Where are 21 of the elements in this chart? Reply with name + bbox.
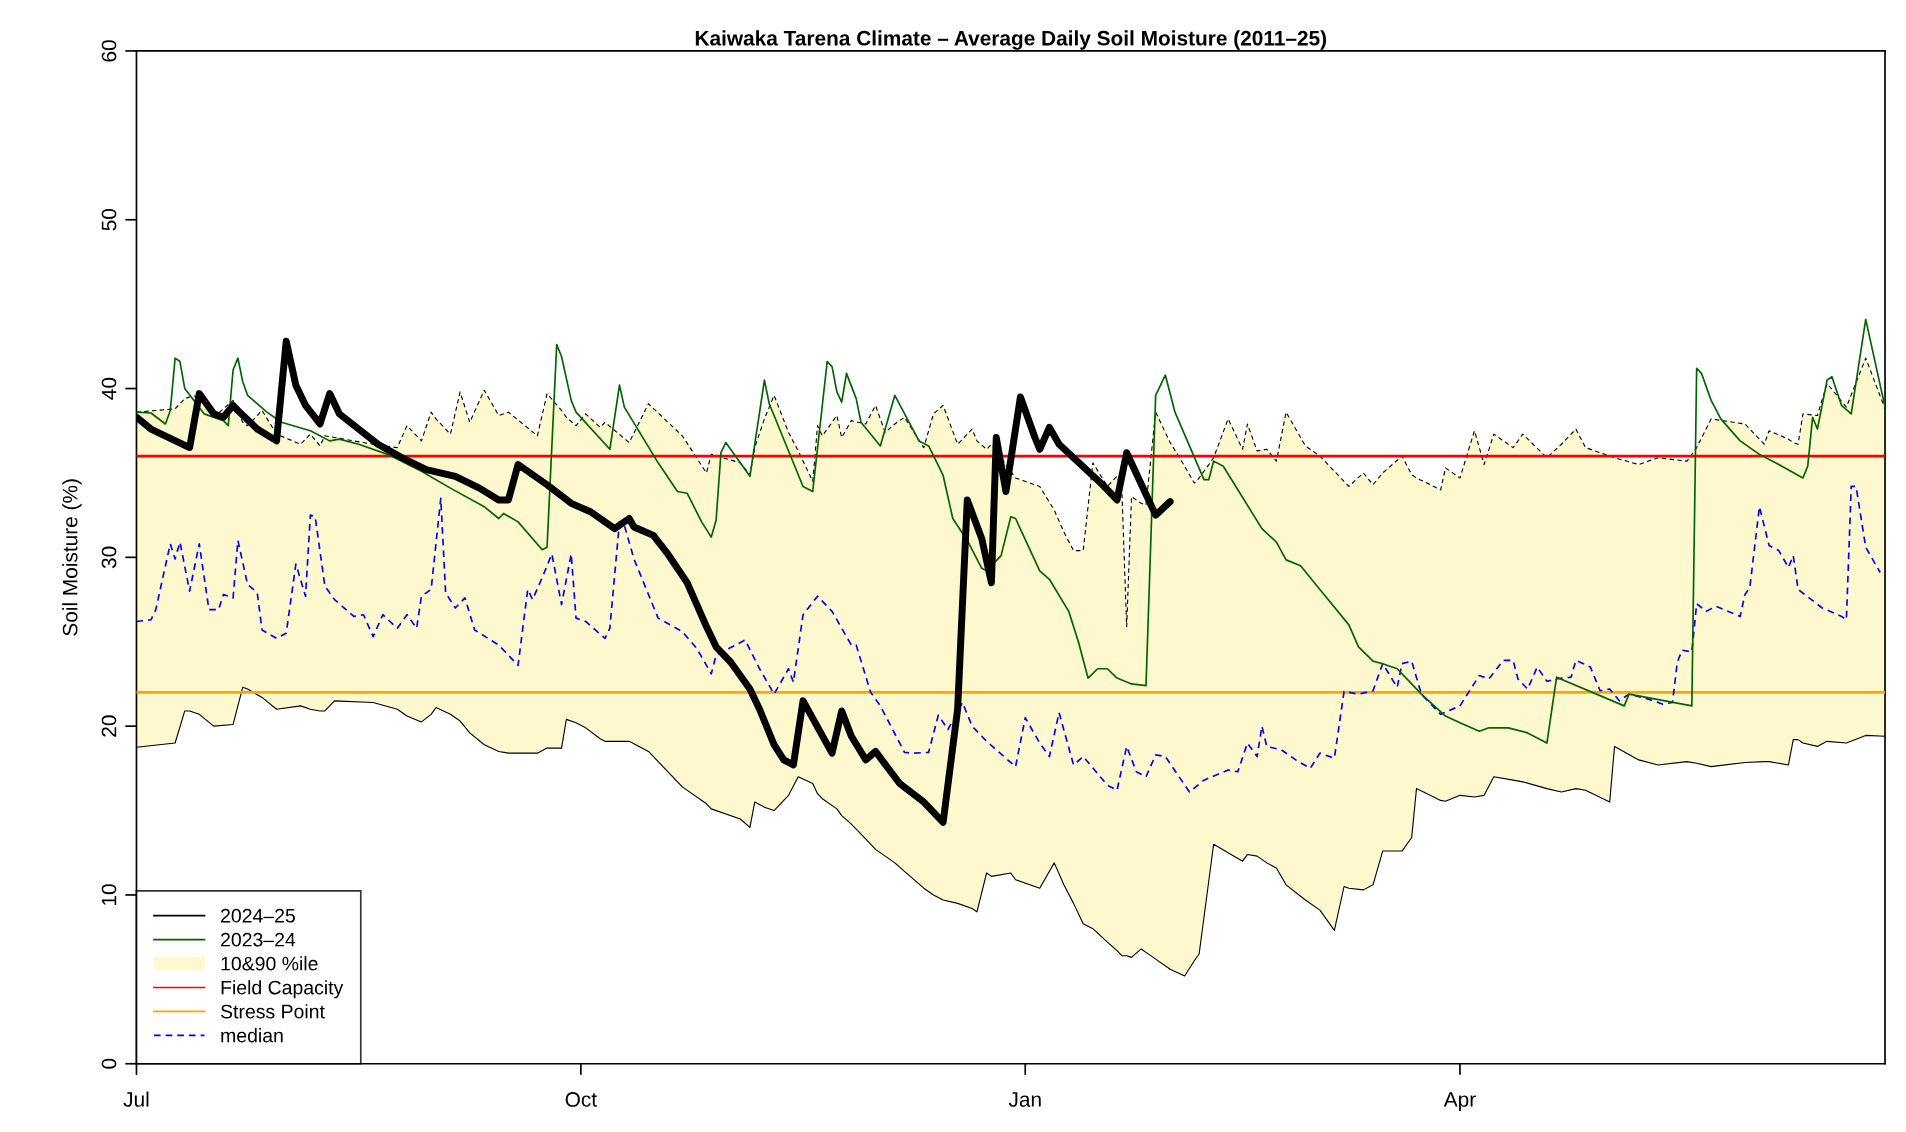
legend-label: Stress Point — [220, 1004, 325, 1019]
line-series — [136, 485, 1882, 793]
chart-title: Kaiwaka Tarena Climate – Average Daily Soil Moisture (2011–25) — [695, 30, 1327, 50]
y-tick-label: 30 — [101, 546, 117, 569]
y-tick-label: 10 — [101, 884, 117, 905]
legend-label: Field Capacity — [221, 980, 344, 999]
y-tick-label: 40 — [101, 377, 117, 400]
legend-label: 10&90 %ile — [221, 956, 318, 971]
x-tick-label: Jan — [1008, 1092, 1041, 1107]
y-tick-label: 0 — [101, 1058, 117, 1069]
legend-label: median — [221, 1028, 283, 1043]
line-series — [136, 318, 1886, 744]
x-tick-label: Jul — [123, 1091, 149, 1107]
y-tick-label: 20 — [101, 715, 117, 737]
legend-label: 2024–25 — [221, 908, 295, 923]
y-axis-title: Soil Moisture (%) — [62, 479, 82, 636]
x-tick-label: Apr — [1443, 1092, 1476, 1111]
y-tick-label: 50 — [101, 208, 117, 231]
x-tick-label: Oct — [565, 1092, 597, 1107]
y-tick-label: 60 — [101, 40, 117, 62]
legend-label: 2023–24 — [221, 932, 296, 947]
